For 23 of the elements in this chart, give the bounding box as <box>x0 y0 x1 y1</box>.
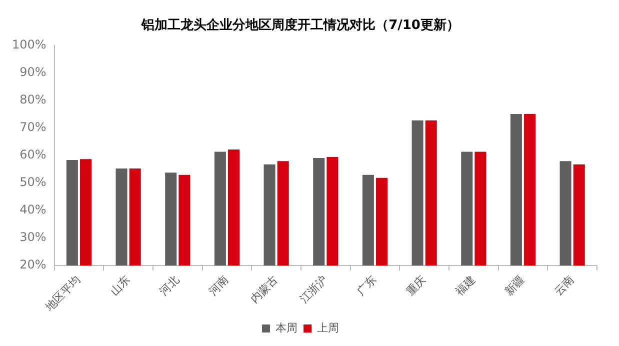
x-tick-label: 内蒙古 <box>248 273 280 306</box>
x-tick-label: 福建 <box>453 273 478 298</box>
y-tick-label: 100% <box>12 38 46 52</box>
y-tick-label: 50% <box>20 175 46 190</box>
x-tick-label: 江浙沪 <box>297 273 330 306</box>
chart-title: 铝加工龙头企业分地区周度开工情况对比（7/10更新） <box>140 17 460 34</box>
y-tick-label: 40% <box>20 202 46 217</box>
x-tick-label: 云南 <box>552 273 576 298</box>
x-tick-label: 重庆 <box>404 273 428 298</box>
y-tick-label: 70% <box>20 120 46 134</box>
x-tick-label: 广东 <box>354 273 380 298</box>
y-tick-label: 30% <box>20 230 46 244</box>
y-tick-label: 90% <box>20 65 46 80</box>
y-tick-label: 60% <box>20 148 46 162</box>
x-tick-label: 新疆 <box>502 273 528 298</box>
y-tick-label: 80% <box>20 92 46 107</box>
legend-label: 上周 <box>317 321 339 334</box>
x-tick-label: 山东 <box>108 273 132 298</box>
y-tick-label: 20% <box>20 258 46 272</box>
x-tick-label: 河北 <box>157 273 182 298</box>
x-tick-label: 地区平均 <box>42 273 84 314</box>
legend-label: 本周 <box>276 321 298 334</box>
x-tick-label: 河南 <box>206 273 232 298</box>
